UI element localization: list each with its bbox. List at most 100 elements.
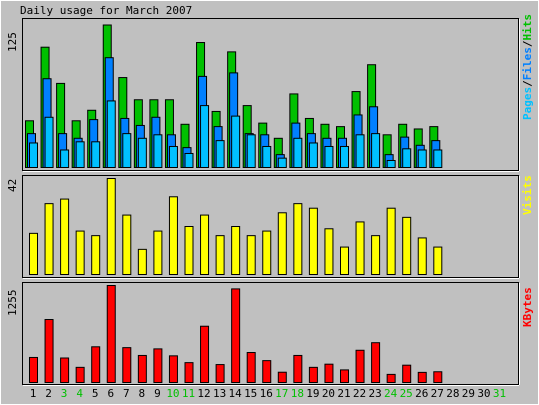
x-tick-label-day-13: 13 — [213, 387, 226, 400]
kbytes-bar-day-14 — [231, 288, 241, 383]
pages-bar-day-3 — [60, 149, 70, 168]
kbytes-bar-day-13 — [215, 364, 225, 383]
panel-frame-2 — [22, 175, 519, 278]
pages-bar-day-4 — [75, 141, 85, 168]
pages-bar-day-23 — [371, 133, 381, 169]
pages-bar-day-11 — [184, 152, 194, 168]
pages-bar-day-21 — [340, 145, 349, 168]
visits-bar-day-23 — [371, 235, 381, 275]
right-series-labels: Pages/Files/Hits Visits KBytes — [521, 14, 534, 327]
x-tick-label-day-11: 11 — [182, 387, 195, 400]
files-label: Files — [521, 47, 534, 80]
visits-bar-day-7 — [122, 214, 132, 275]
x-tick-label-day-10: 10 — [166, 387, 179, 400]
pages-bar-day-8 — [137, 137, 147, 169]
pages-bar-day-18 — [293, 137, 303, 169]
x-tick-label-day-25: 25 — [400, 387, 413, 400]
visits-bar-day-12 — [200, 214, 210, 275]
kbytes-bar-day-25 — [402, 364, 412, 384]
kbytes-ymax-label: 1255 — [6, 290, 19, 317]
x-tick-label-day-8: 8 — [139, 387, 146, 400]
visits-bar-day-22 — [355, 221, 365, 276]
x-tick-label-day-4: 4 — [76, 387, 83, 400]
visits-bar-day-3 — [60, 198, 70, 275]
kbytes-bar-day-23 — [371, 342, 381, 383]
kbytes-bar-day-21 — [340, 369, 349, 383]
x-tick-label-day-16: 16 — [260, 387, 273, 400]
kbytes-bar-day-1 — [29, 356, 38, 383]
pages-bar-day-2 — [44, 116, 54, 168]
x-tick-label-day-7: 7 — [123, 387, 130, 400]
visits-bar-day-11 — [184, 226, 194, 275]
kbytes-bar-day-19 — [308, 366, 318, 383]
visits-bar-day-6 — [106, 178, 116, 275]
x-tick-label-day-18: 18 — [291, 387, 304, 400]
x-tick-label-day-19: 19 — [306, 387, 319, 400]
kbytes-bar-day-20 — [324, 363, 334, 383]
kbytes-label: KBytes — [521, 287, 534, 327]
visits-bar-day-16 — [262, 230, 272, 275]
visits-bar-day-2 — [44, 203, 54, 275]
x-tick-label-day-15: 15 — [244, 387, 257, 400]
kbytes-bar-day-11 — [184, 362, 194, 384]
x-axis-labels: 1 2 3 4 5 6 7 8 9 10 11 12 13 14 15 16 17 18 19 20 21 22 23 24 2… — [30, 387, 506, 400]
x-tick-label-day-27: 27 — [431, 387, 444, 400]
x-tick-label-day-29: 29 — [462, 387, 475, 400]
x-tick-label-day-30: 30 — [477, 387, 490, 400]
panel-frame-1 — [22, 18, 519, 171]
kbytes-bar-day-16 — [262, 360, 272, 383]
chart-title: Daily usage for March 2007 — [20, 4, 192, 17]
visits-bar-day-9 — [153, 230, 163, 275]
pages-bar-day-12 — [200, 105, 210, 168]
pages-bar-day-19 — [308, 142, 318, 168]
x-tick-label-day-20: 20 — [322, 387, 335, 400]
x-tick-label-day-3: 3 — [61, 387, 68, 400]
kbytes-bar-day-4 — [75, 366, 85, 383]
kbytes-bar-day-15 — [246, 352, 256, 384]
pages-bar-day-24 — [386, 159, 396, 169]
x-tick-label-day-6: 6 — [107, 387, 114, 400]
pages-bar-day-6 — [106, 100, 116, 168]
pages-label: Pages — [521, 87, 534, 120]
x-tick-label-day-22: 22 — [353, 387, 366, 400]
y-max-labels: 125 42 1255 — [6, 32, 19, 316]
visits-bar-day-20 — [324, 228, 334, 276]
x-tick-label-day-23: 23 — [368, 387, 381, 400]
visits-bar-day-1 — [29, 232, 38, 276]
pages-bar-day-25 — [402, 148, 412, 168]
x-tick-label-day-24: 24 — [384, 387, 398, 400]
x-tick-label-day-5: 5 — [92, 387, 99, 400]
panel-frame-3 — [22, 282, 519, 385]
kbytes-bar-day-12 — [200, 325, 210, 383]
hits-label: Hits — [521, 14, 534, 41]
pages-bar-day-13 — [215, 140, 225, 169]
visits-bar-day-26 — [417, 237, 427, 276]
visits-bar-day-15 — [246, 235, 256, 275]
visits-bar-day-8 — [137, 248, 147, 276]
kbytes-bar-day-5 — [91, 346, 101, 383]
x-tick-label-day-21: 21 — [337, 387, 350, 400]
visits-bar-day-27 — [433, 246, 443, 275]
visits-bar-day-5 — [91, 235, 101, 275]
x-tick-label-day-1: 1 — [30, 387, 37, 400]
visits-bar-day-10 — [168, 196, 178, 276]
x-tick-label-day-28: 28 — [446, 387, 459, 400]
kbytes-bar-day-9 — [153, 348, 163, 383]
top-panel-ylabel: Pages/Files/Hits — [521, 14, 534, 120]
kbytes-bar-day-22 — [355, 349, 365, 383]
visits-bar-day-18 — [293, 203, 303, 275]
visits-bar-day-14 — [231, 226, 241, 275]
kbytes-bar-day-8 — [137, 354, 147, 384]
pages-bar-day-10 — [168, 145, 178, 168]
kbytes-bar-day-6 — [106, 285, 116, 383]
hits-ymax-label: 125 — [6, 32, 19, 52]
kbytes-bar-day-7 — [122, 347, 132, 384]
kbytes-bar-day-2 — [44, 319, 54, 383]
visits-bar-day-17 — [277, 212, 287, 276]
visits-bar-day-25 — [402, 216, 412, 276]
kbytes-bar-day-18 — [293, 354, 303, 384]
x-tick-label-day-14: 14 — [229, 387, 243, 400]
x-tick-label-day-2: 2 — [45, 387, 52, 400]
pages-bar-day-5 — [91, 141, 101, 168]
